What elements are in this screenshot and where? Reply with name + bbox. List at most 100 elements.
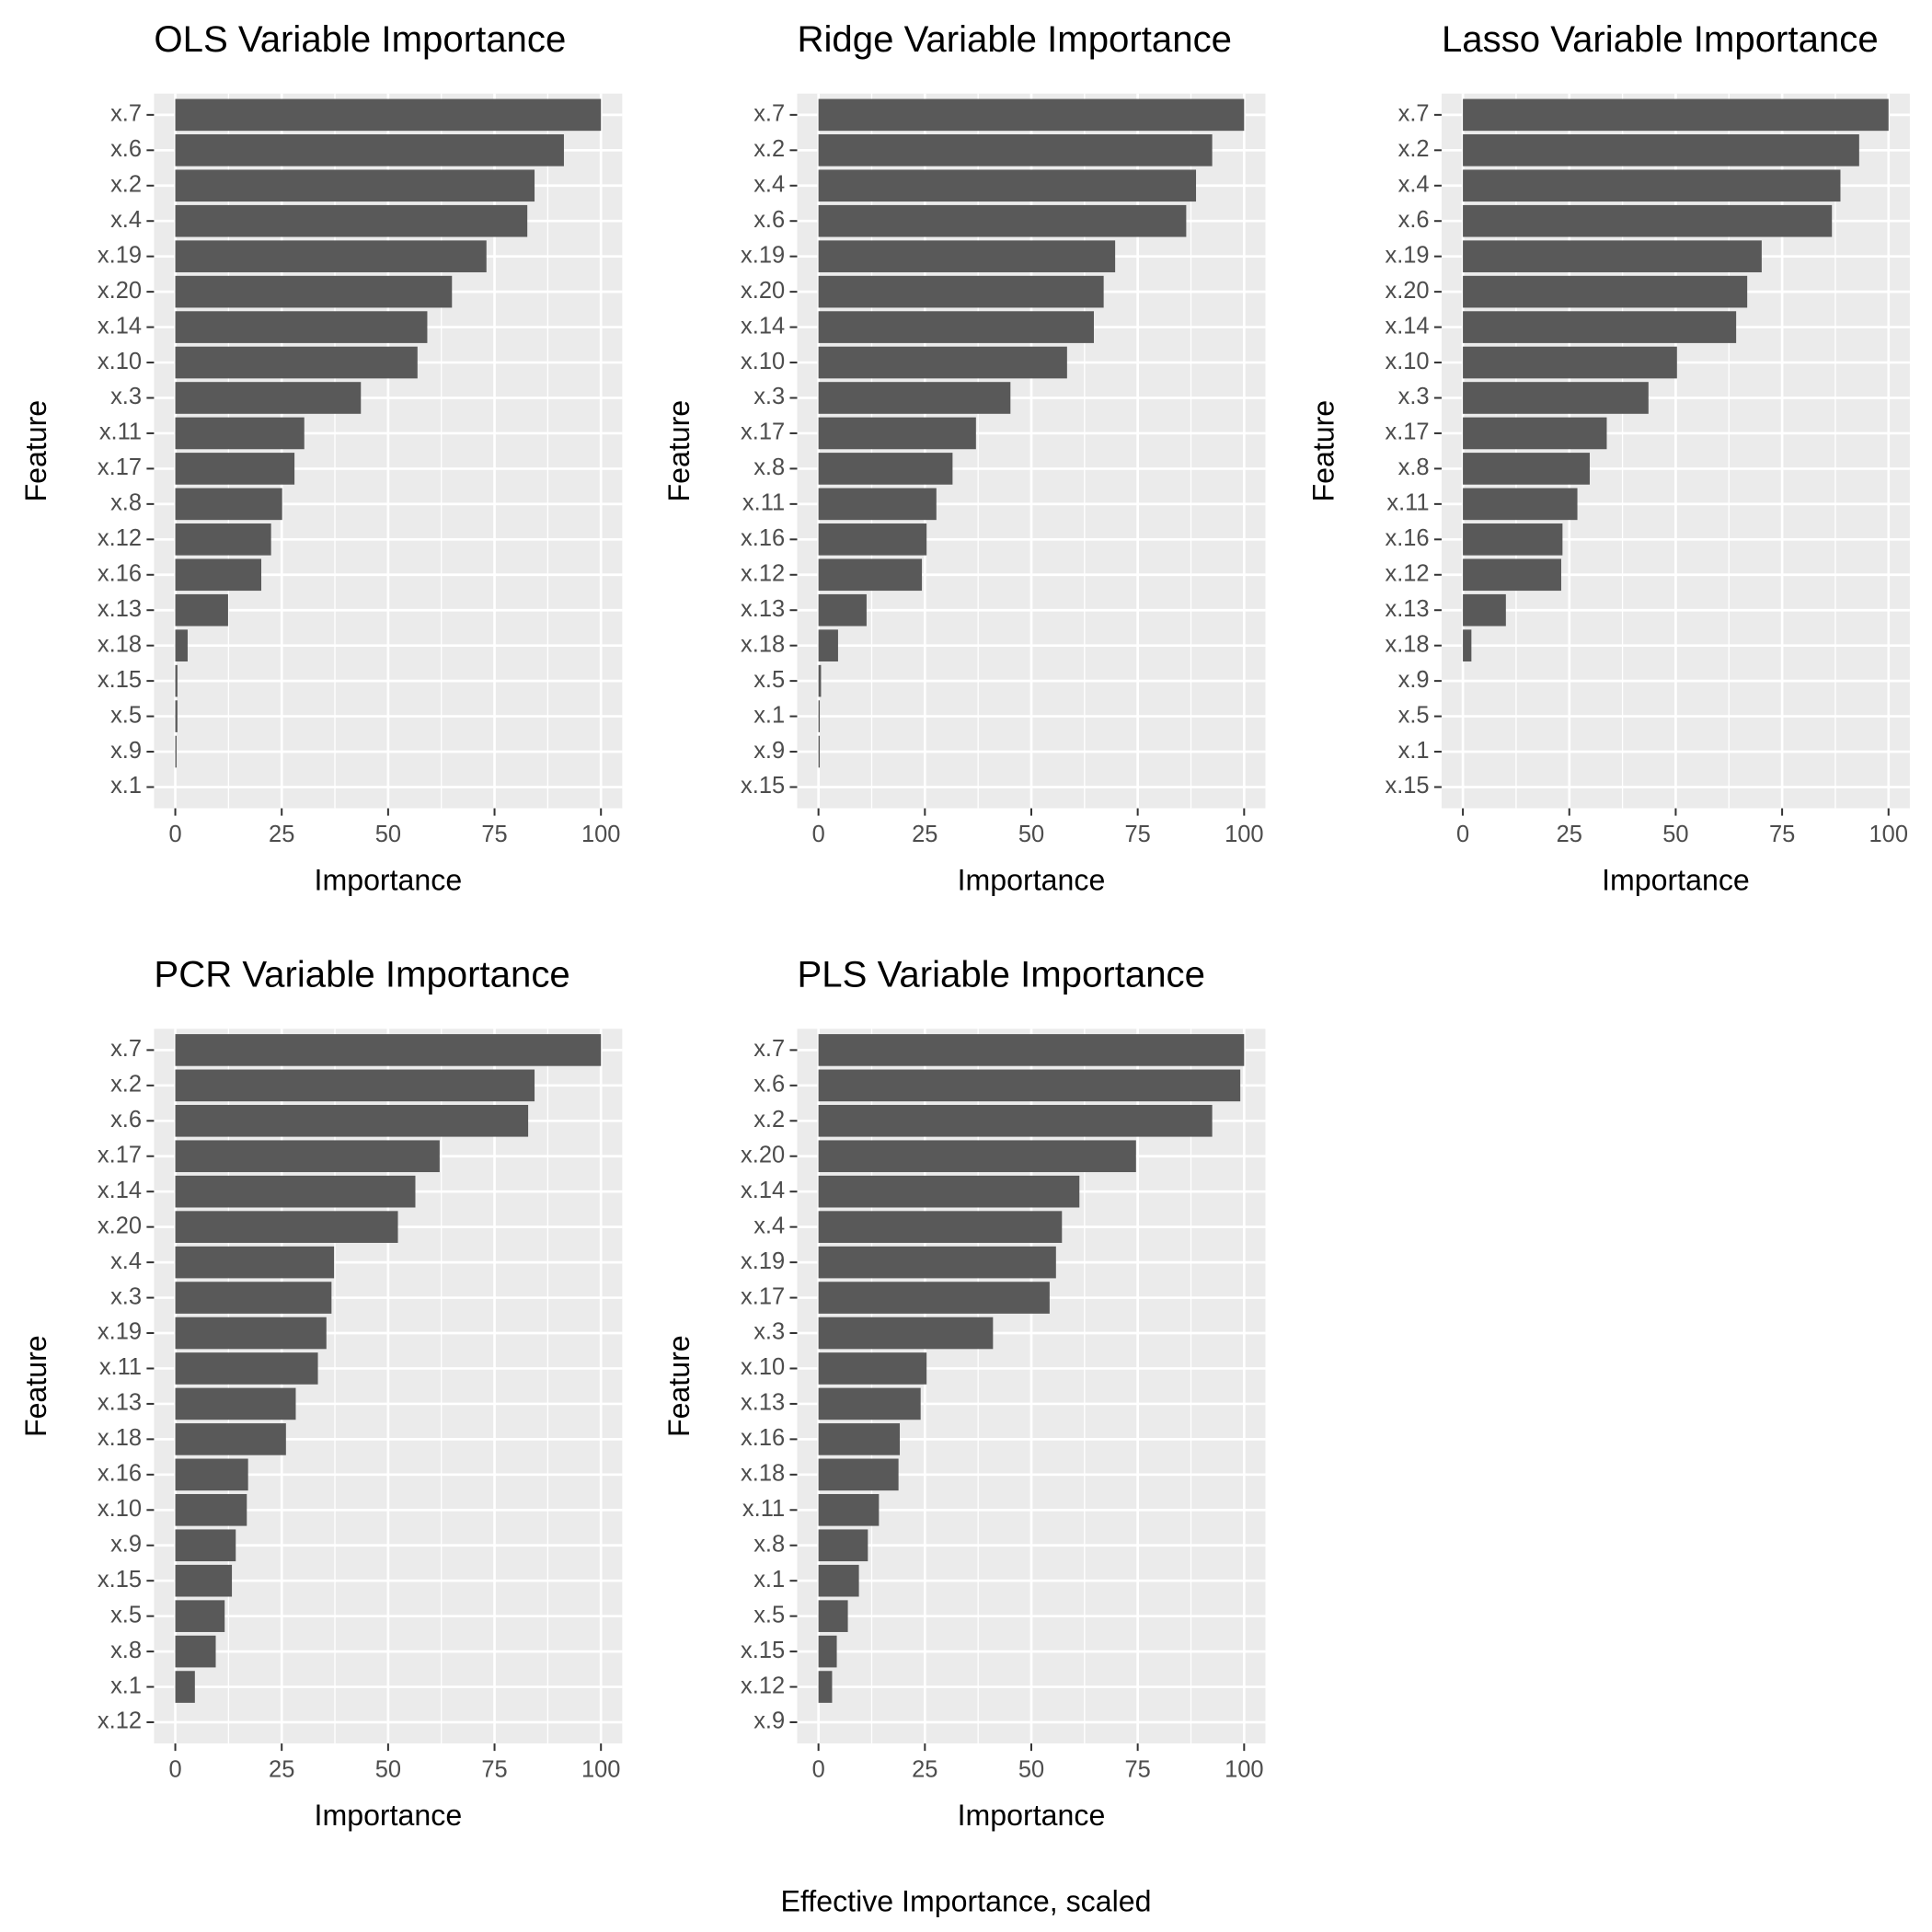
- bar: [1463, 204, 1833, 237]
- y-tick-label: x.4: [1398, 171, 1430, 197]
- y-axis-title: Feature: [19, 1335, 52, 1437]
- chart-title: Lasso Variable Importance: [1442, 18, 1879, 60]
- x-tick-label: 100: [1225, 822, 1263, 847]
- y-tick-label: x.11: [99, 420, 142, 445]
- bar: [818, 1140, 1136, 1173]
- bar: [175, 346, 418, 379]
- y-tick-label: x.11: [99, 1354, 142, 1380]
- bar: [175, 1635, 216, 1668]
- bar: [175, 1211, 398, 1243]
- bar: [175, 1564, 233, 1597]
- chart-panel: x.7x.6x.2x.4x.19x.20x.14x.10x.3x.11x.17x…: [19, 18, 623, 896]
- bar: [175, 1458, 248, 1491]
- y-tick-label: x.17: [98, 454, 142, 480]
- bar: [818, 275, 1104, 308]
- bar: [818, 169, 1197, 202]
- bar: [175, 275, 453, 308]
- y-tick-label: x.12: [741, 1673, 785, 1698]
- y-tick-label: x.7: [110, 1036, 142, 1062]
- bar: [175, 134, 564, 167]
- chart-title: OLS Variable Importance: [154, 18, 566, 60]
- bar: [818, 1034, 1245, 1066]
- x-axis-title: Importance: [958, 1799, 1106, 1832]
- bar: [175, 523, 271, 556]
- y-tick-label: x.2: [110, 1072, 142, 1098]
- y-tick-label: x.10: [741, 1354, 785, 1380]
- y-tick-label: x.3: [110, 384, 142, 409]
- x-axis-title: Importance: [315, 1799, 463, 1832]
- y-tick-label: x.4: [110, 207, 142, 233]
- y-tick-label: x.5: [110, 1602, 142, 1627]
- figure-caption: Effective Importance, scaled: [781, 1885, 1152, 1918]
- bar: [175, 417, 305, 450]
- y-tick-label: x.2: [753, 1107, 785, 1133]
- y-tick-label: x.20: [741, 1142, 785, 1167]
- x-tick-label: 75: [481, 1756, 507, 1782]
- y-tick-label: x.9: [753, 1708, 785, 1734]
- x-tick-label: 25: [269, 1756, 294, 1782]
- bar: [175, 98, 602, 132]
- bar: [818, 134, 1213, 167]
- bar: [818, 346, 1067, 379]
- y-tick-label: x.1: [753, 1567, 785, 1593]
- y-tick-label: x.12: [98, 525, 142, 551]
- bar: [175, 1529, 236, 1562]
- y-tick-label: x.15: [98, 1567, 142, 1593]
- y-tick-label: x.2: [110, 171, 142, 197]
- chart-panel: x.7x.2x.4x.6x.19x.20x.14x.10x.3x.17x.8x.…: [1307, 18, 1910, 896]
- bar: [175, 1600, 225, 1632]
- y-tick-label: x.18: [741, 1461, 785, 1487]
- bar: [1463, 382, 1649, 414]
- y-tick-label: x.7: [110, 101, 142, 127]
- chart-title: PLS Variable Importance: [798, 954, 1205, 995]
- bar: [175, 382, 362, 414]
- y-tick-label: x.6: [753, 207, 785, 233]
- bar: [818, 204, 1187, 237]
- bar: [175, 1175, 416, 1208]
- bar: [175, 593, 228, 627]
- x-tick-label: 75: [1124, 822, 1150, 847]
- y-tick-label: x.4: [110, 1248, 142, 1274]
- bar: [1463, 488, 1578, 521]
- y-tick-label: x.5: [110, 702, 142, 728]
- y-tick-label: x.9: [110, 1531, 142, 1557]
- bar: [818, 523, 927, 556]
- x-tick-label: 75: [1769, 822, 1795, 847]
- y-tick-label: x.15: [98, 667, 142, 693]
- x-tick-label: 0: [812, 1756, 825, 1782]
- y-tick-label: x.5: [1398, 702, 1430, 728]
- bar: [175, 1317, 327, 1350]
- y-tick-label: x.1: [110, 773, 142, 799]
- y-tick-label: x.20: [741, 278, 785, 304]
- y-tick-label: x.18: [98, 1425, 142, 1451]
- bar: [818, 1493, 880, 1526]
- bar: [1463, 311, 1737, 343]
- chart-panel: x.7x.6x.2x.20x.14x.4x.19x.17x.3x.10x.13x…: [662, 954, 1266, 1832]
- y-tick-label: x.14: [1385, 313, 1429, 339]
- bar: [175, 1140, 440, 1173]
- x-tick-label: 100: [1869, 822, 1908, 847]
- x-tick-label: 100: [581, 822, 620, 847]
- x-tick-label: 100: [1225, 1756, 1263, 1782]
- y-tick-label: x.14: [98, 1178, 142, 1203]
- y-axis-title: Feature: [1307, 400, 1340, 502]
- y-tick-label: x.20: [1385, 278, 1429, 304]
- y-tick-label: x.7: [753, 101, 785, 127]
- bar: [175, 240, 487, 272]
- y-tick-label: x.8: [1398, 454, 1430, 480]
- bar: [818, 735, 821, 768]
- y-tick-label: x.17: [741, 1283, 785, 1309]
- bar: [818, 1423, 901, 1455]
- bar: [1463, 558, 1561, 592]
- bar: [175, 453, 295, 485]
- y-tick-label: x.12: [741, 560, 785, 586]
- bar: [175, 1493, 247, 1526]
- x-tick-label: 50: [1662, 822, 1688, 847]
- y-tick-label: x.19: [98, 1319, 142, 1345]
- bar: [1463, 346, 1677, 379]
- x-tick-label: 100: [581, 1756, 620, 1782]
- y-tick-label: x.10: [1385, 349, 1429, 374]
- bar: [818, 629, 838, 661]
- y-tick-label: x.11: [1386, 490, 1429, 516]
